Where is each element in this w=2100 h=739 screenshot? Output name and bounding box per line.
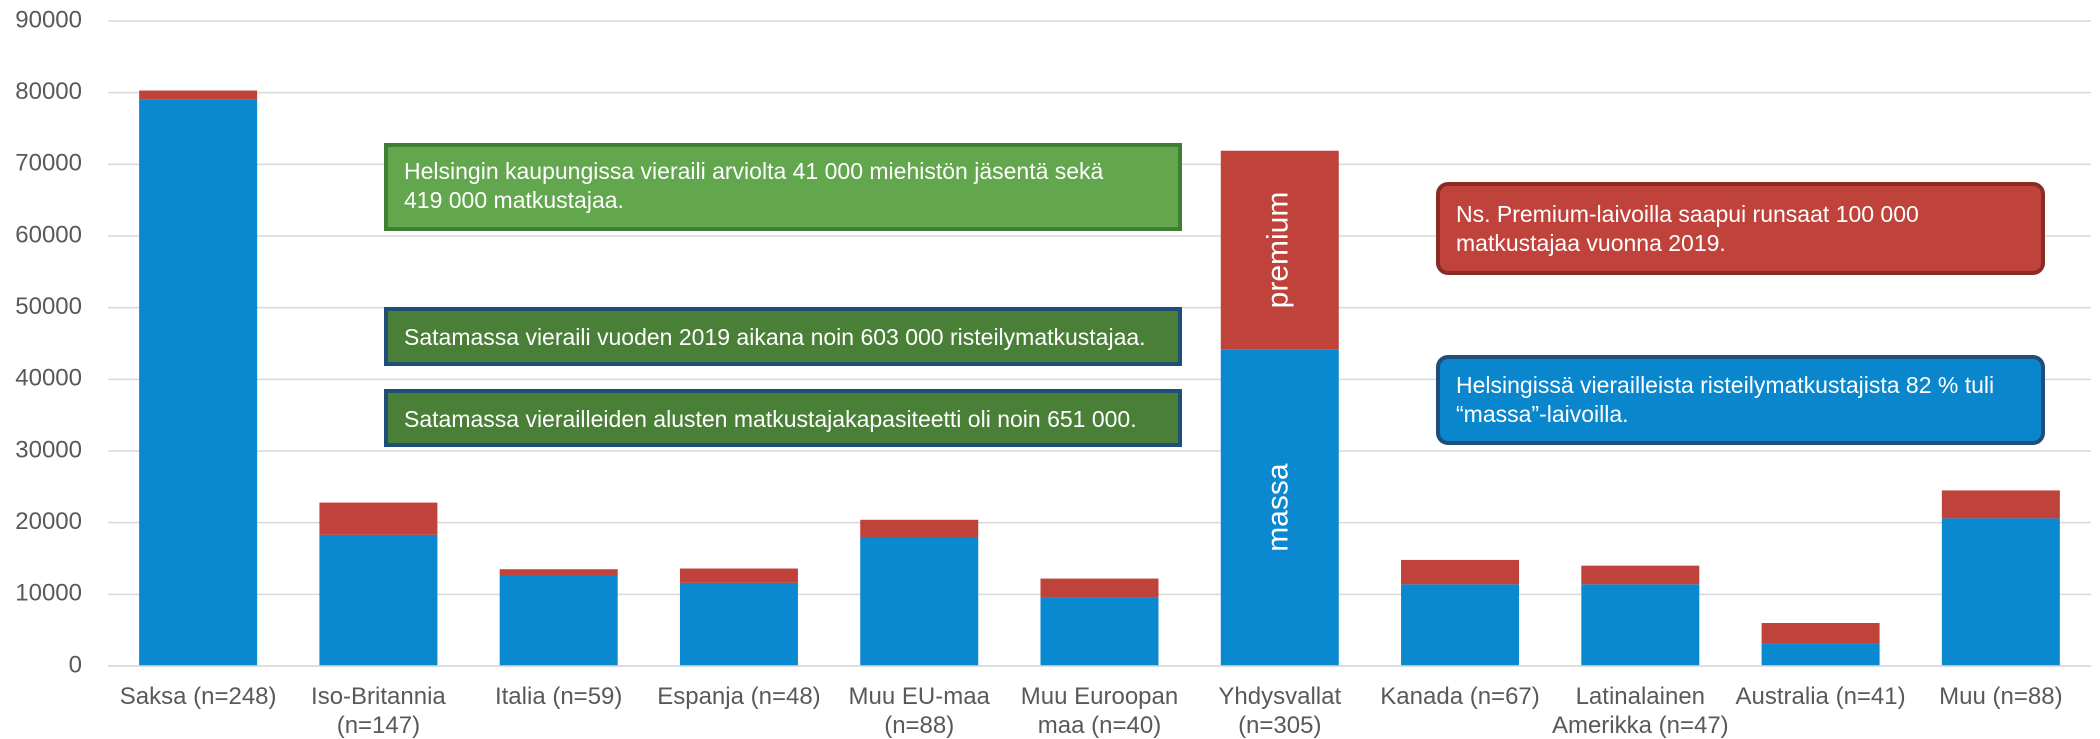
bar-segment [499,574,618,666]
bar-segment [1761,643,1880,666]
bar-segment [499,569,618,575]
bar-segment [679,582,798,666]
bar-segment [1040,578,1159,598]
bar-segment [1761,623,1880,644]
bar-segment [1581,584,1700,666]
segment-label: premium [1262,192,1295,309]
bar-segment [139,90,258,100]
x-tick-label: Muu (n=88) [1939,683,2062,710]
x-tick-label: Latinalainen Amerikka (n=47) [1552,683,1729,739]
x-tick-label: Italia (n=59) [495,683,622,710]
annotation: Satamassa vierailleiden alusten matkusta… [384,389,1182,447]
y-tick-label: 90000 [15,6,82,33]
x-tick-label: Australia (n=41) [1736,683,1906,710]
bar-segment [1220,349,1339,666]
x-tick-label: Yhdysvallat (n=305) [1218,683,1341,739]
y-tick-label: 30000 [15,436,82,463]
bar-segment [679,568,798,583]
bar-segment [860,537,979,666]
x-tick-label: Espanja (n=48) [657,683,820,710]
annotation: Helsingissä vierailleista risteilymatkus… [1436,355,2045,445]
y-tick-label: 50000 [15,293,82,320]
x-tick-label: Muu EU-maa (n=88) [849,683,991,739]
bar-segment [1581,565,1700,585]
segment-label: massa [1262,463,1295,552]
x-tick-label: Muu Euroopan maa (n=40) [1021,683,1178,739]
bar-segment [1040,597,1159,666]
x-tick-label: Saksa (n=248) [120,683,277,710]
bar-segment [1941,518,2060,666]
bar-segment [1220,150,1339,350]
bar-segment [319,502,438,535]
bar-segment [1401,559,1520,585]
y-tick-label: 70000 [15,150,82,177]
x-tick-label: Iso-Britannia (n=147) [311,683,446,739]
y-tick-label: 10000 [15,580,82,607]
y-tick-label: 80000 [15,78,82,105]
bar-segment [1941,490,2060,519]
bar-segment [139,99,258,667]
y-tick-label: 0 [69,651,82,678]
bar-segment [1401,584,1520,666]
y-tick-label: 40000 [15,365,82,392]
y-tick-label: 20000 [15,508,82,535]
annotation: Ns. Premium-laivoilla saapui runsaat 100… [1436,182,2045,275]
annotation: Helsingin kaupungissa vieraili arviolta … [384,143,1182,231]
annotation: Satamassa vieraili vuoden 2019 aikana no… [384,307,1182,366]
bar-segment [319,534,438,666]
bar-segment [860,519,979,537]
y-tick-label: 60000 [15,221,82,248]
x-tick-label: Kanada (n=67) [1380,683,1539,710]
